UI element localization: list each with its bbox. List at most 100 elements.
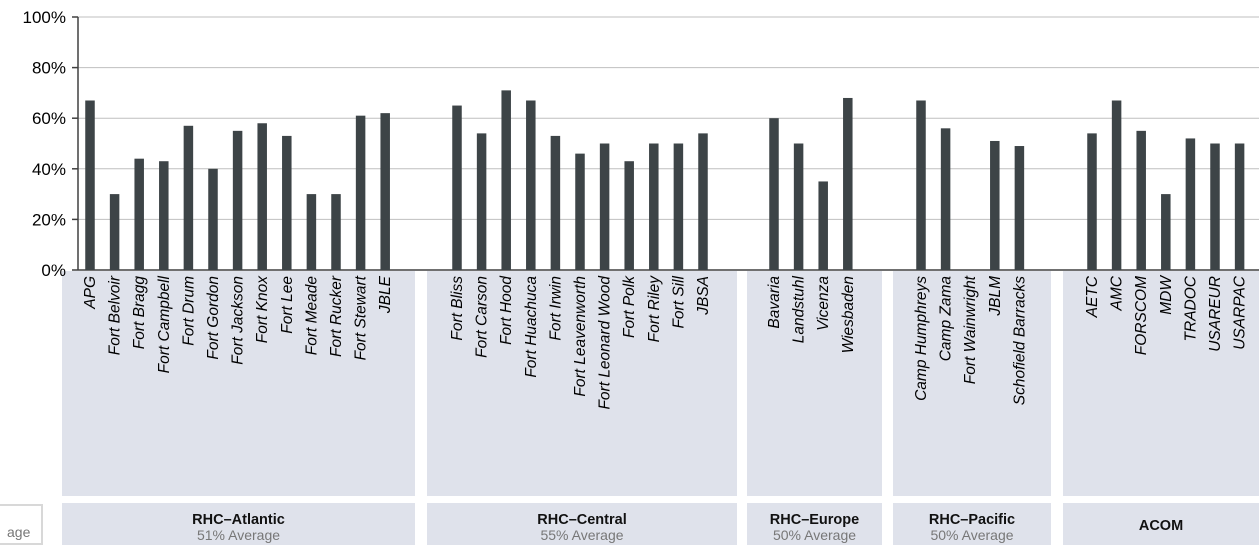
category-label: AETC <box>1084 275 1101 318</box>
y-tick-label: 0% <box>41 261 66 280</box>
category-label: Fort Meade <box>303 276 320 356</box>
y-tick-label: 60% <box>32 109 66 128</box>
legend-fragment-label: age <box>7 524 31 540</box>
bar <box>818 181 828 270</box>
category-label: Fort Carson <box>474 276 491 358</box>
y-tick-label: 40% <box>32 160 66 179</box>
category-label: Fort Sill <box>670 275 687 328</box>
bar <box>257 123 267 270</box>
category-label: USAREUR <box>1207 276 1224 352</box>
category-label: Fort Hood <box>498 275 515 345</box>
group-label-panel <box>427 503 737 545</box>
category-label: Fort Knox <box>254 275 271 343</box>
category-label: Fort Huachuca <box>523 276 540 378</box>
group-name: ACOM <box>1139 518 1183 534</box>
legend-box <box>0 504 43 545</box>
category-label: Vicenza <box>815 276 832 331</box>
category-label: Fort Campbell <box>156 275 173 373</box>
bar <box>232 130 243 270</box>
y-tick-label: 20% <box>32 210 66 229</box>
category-label: Camp Humphreys <box>913 276 930 401</box>
group-name: RHC–Central <box>537 512 626 528</box>
category-label: USARPAC <box>1232 275 1249 350</box>
category-label: MDW <box>1158 275 1175 315</box>
bar <box>331 194 341 270</box>
bar <box>1136 130 1146 270</box>
category-label: Fort Gordon <box>205 276 222 360</box>
category-label: JBLM <box>987 276 1004 317</box>
bar <box>380 113 390 270</box>
category-label: Camp Zama <box>938 276 955 362</box>
group-average: 51% Average <box>197 527 280 543</box>
bar <box>1161 194 1171 270</box>
y-tick-label: 100% <box>23 8 66 27</box>
category-label: Fort Rucker <box>328 275 345 357</box>
bar <box>624 161 634 270</box>
bar <box>1087 133 1097 270</box>
group-average: 50% Average <box>773 527 856 543</box>
category-panel <box>427 271 737 496</box>
category-label: JBSA <box>695 276 712 316</box>
bar <box>208 168 218 270</box>
bar <box>793 143 804 270</box>
bar <box>85 100 95 271</box>
bar <box>1234 143 1245 270</box>
bar <box>159 161 169 270</box>
group-label-panel <box>747 503 882 545</box>
bar <box>134 158 144 270</box>
bar <box>355 115 366 270</box>
group-label-panel <box>893 503 1051 545</box>
category-label: Fort Belvoir <box>107 275 124 355</box>
category-label: Bavaria <box>766 276 783 329</box>
bar <box>1185 138 1196 270</box>
group-label-panel <box>1063 503 1259 545</box>
bar <box>501 90 511 271</box>
bar <box>916 100 926 271</box>
category-label: Schofield Barracks <box>1011 276 1028 405</box>
category-label: TRADOC <box>1182 275 1199 341</box>
bar <box>476 133 487 270</box>
group-average: 50% Average <box>930 527 1013 543</box>
category-label: Fort Polk <box>621 275 638 338</box>
bar <box>843 97 853 271</box>
category-label: Fort Leonard Wood <box>597 275 614 410</box>
category-panel <box>1063 271 1259 496</box>
category-label: Fort Bliss <box>449 276 466 341</box>
bar <box>183 125 194 270</box>
group-average: 55% Average <box>540 527 623 543</box>
group-name: RHC–Atlantic <box>192 512 285 528</box>
bar <box>673 143 684 270</box>
bar <box>306 194 317 270</box>
group-name: RHC–Pacific <box>929 512 1015 528</box>
bar <box>452 105 462 270</box>
group-name: RHC–Europe <box>770 512 859 528</box>
bar <box>550 135 561 270</box>
category-label: Fort Stewart <box>353 275 370 360</box>
category-label: Fort Drum <box>180 276 197 346</box>
category-label: Fort Lee <box>279 276 296 334</box>
category-label: Fort Leavenworth <box>572 276 589 397</box>
category-label: Fort Irwin <box>547 276 564 341</box>
category-label: Fort Bragg <box>131 276 148 350</box>
category-panel <box>747 271 882 496</box>
bar <box>1111 100 1122 271</box>
bar <box>649 143 659 270</box>
bar <box>526 100 536 271</box>
bar <box>575 153 585 270</box>
category-panel <box>893 271 1051 496</box>
category-label: Fort Riley <box>646 275 663 343</box>
bar <box>698 133 708 270</box>
category-label: FORSCOM <box>1133 276 1150 355</box>
bar <box>109 194 120 270</box>
category-panel <box>62 271 415 496</box>
group-label-panel <box>62 503 415 545</box>
category-label: Wiesbaden <box>840 276 857 353</box>
category-label: Fort Wainwright <box>962 275 979 384</box>
bar <box>990 140 1000 270</box>
category-label: AMC <box>1109 275 1126 311</box>
y-tick-label: 80% <box>32 59 66 78</box>
bar <box>1210 143 1220 270</box>
bar <box>282 135 292 270</box>
bar <box>1014 146 1025 270</box>
